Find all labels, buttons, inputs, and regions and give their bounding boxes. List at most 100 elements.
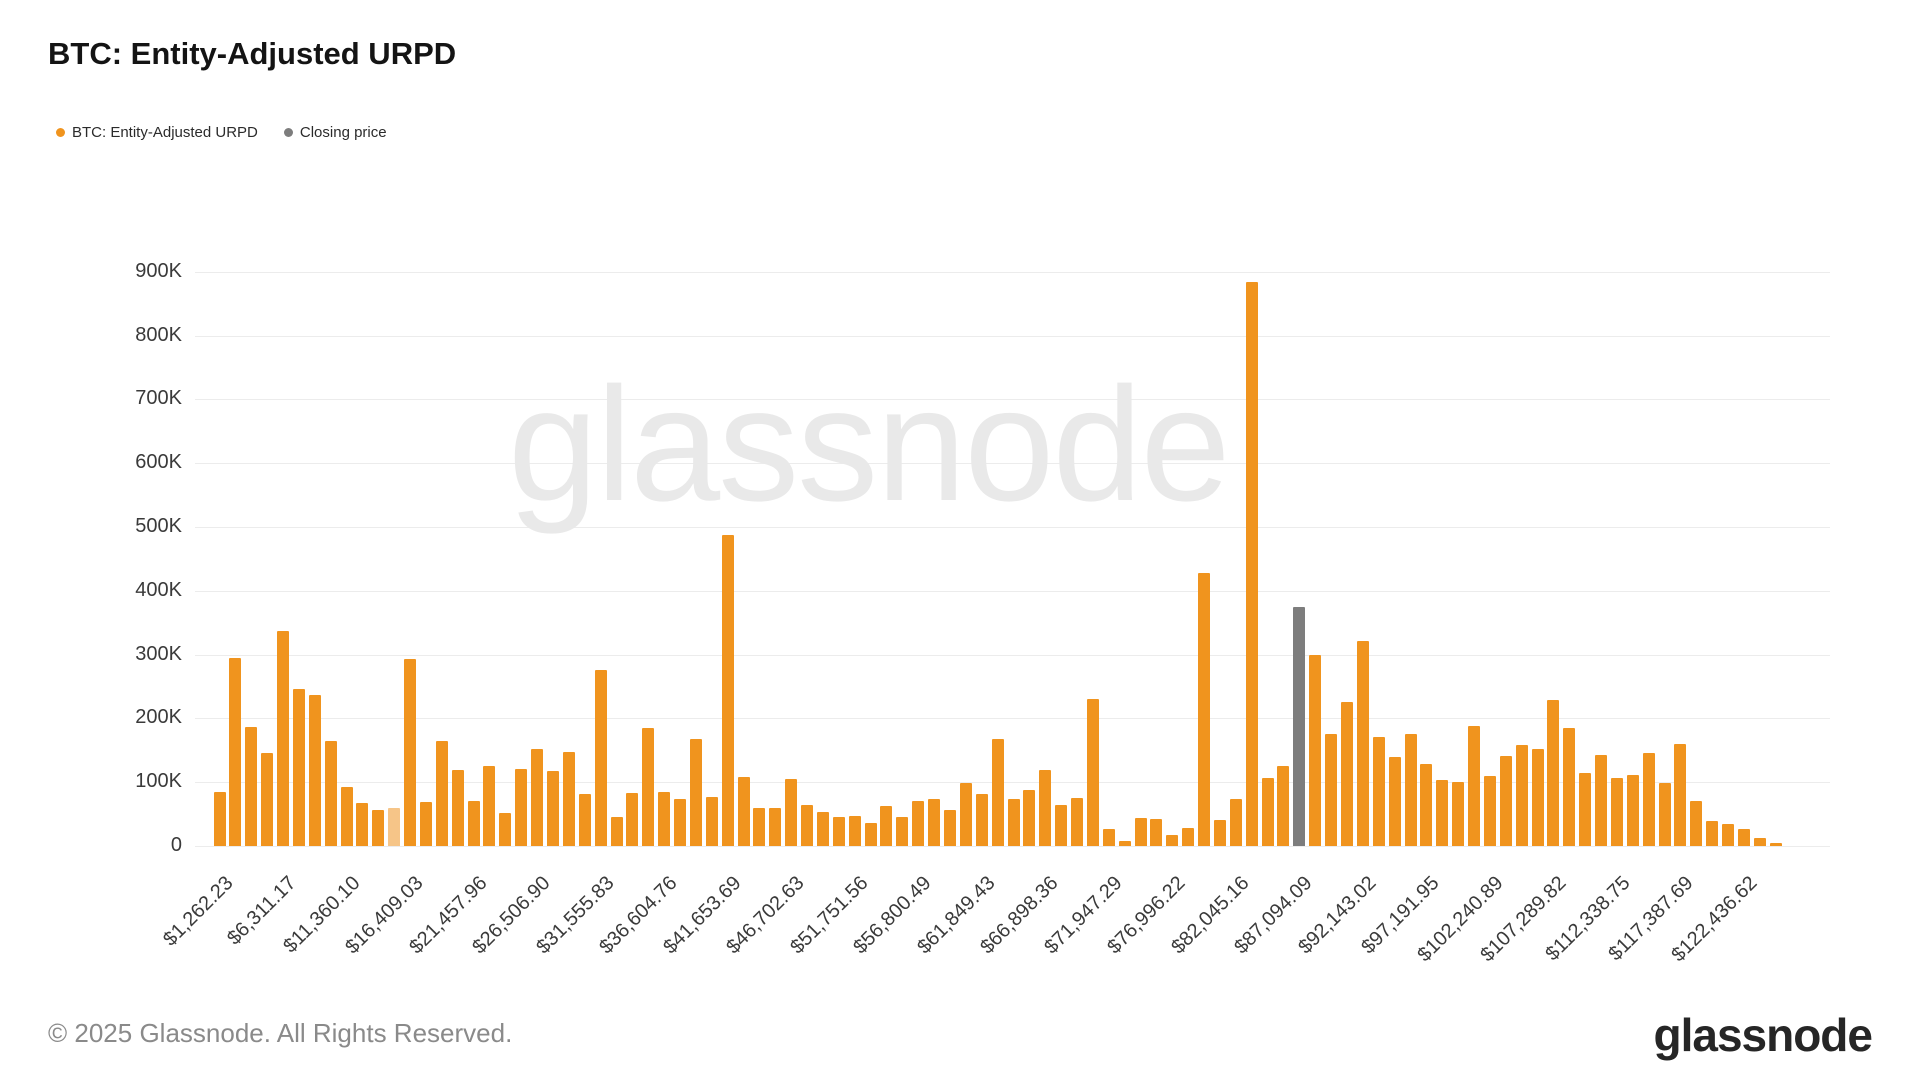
urpd-bar[interactable] — [1356, 641, 1369, 846]
urpd-bar[interactable] — [292, 689, 305, 846]
urpd-bar[interactable] — [435, 741, 448, 846]
urpd-bar[interactable] — [562, 752, 575, 846]
urpd-bar[interactable] — [531, 749, 544, 846]
urpd-bar[interactable] — [499, 813, 512, 846]
urpd-bar[interactable] — [912, 801, 925, 846]
closing-price-bar[interactable] — [1293, 607, 1306, 846]
urpd-bar[interactable] — [1118, 841, 1131, 846]
urpd-bar[interactable] — [1102, 829, 1115, 846]
urpd-bar[interactable] — [848, 816, 861, 846]
urpd-bar[interactable] — [1468, 726, 1481, 846]
urpd-bar[interactable] — [1086, 699, 1099, 846]
urpd-bar[interactable] — [1499, 756, 1512, 846]
urpd-bar[interactable] — [959, 783, 972, 846]
urpd-bar[interactable] — [1150, 819, 1163, 846]
urpd-bar[interactable] — [816, 812, 829, 846]
urpd-bar[interactable] — [975, 794, 988, 846]
urpd-bar[interactable] — [1658, 783, 1671, 846]
urpd-bar[interactable] — [1579, 773, 1592, 846]
urpd-bar[interactable] — [245, 727, 258, 846]
urpd-bar[interactable] — [578, 794, 591, 846]
urpd-bar[interactable] — [1737, 829, 1750, 846]
urpd-bar[interactable] — [991, 739, 1004, 846]
urpd-bar[interactable] — [801, 805, 814, 846]
urpd-bar[interactable] — [1769, 843, 1782, 846]
urpd-bar[interactable] — [1531, 749, 1544, 846]
urpd-bar[interactable] — [1340, 702, 1353, 846]
urpd-bar[interactable] — [689, 739, 702, 846]
urpd-bar[interactable] — [721, 535, 734, 846]
urpd-bar[interactable] — [880, 806, 893, 846]
urpd-bar[interactable] — [404, 659, 417, 846]
urpd-bar[interactable] — [896, 817, 909, 846]
urpd-bar[interactable] — [943, 810, 956, 846]
urpd-bar[interactable] — [229, 658, 242, 846]
urpd-bar[interactable] — [1595, 755, 1608, 846]
urpd-bar[interactable] — [1610, 778, 1623, 846]
urpd-bar[interactable] — [372, 810, 385, 846]
urpd-bar[interactable] — [1483, 776, 1496, 846]
legend-item-closing-price[interactable]: Closing price — [283, 124, 387, 141]
urpd-bar[interactable] — [467, 801, 480, 846]
urpd-bar[interactable] — [1213, 820, 1226, 846]
urpd-bar[interactable] — [1182, 828, 1195, 846]
urpd-bar[interactable] — [1309, 655, 1322, 846]
urpd-bar[interactable] — [769, 808, 782, 846]
urpd-bar[interactable] — [1753, 838, 1766, 846]
urpd-bar[interactable] — [483, 766, 496, 846]
urpd-bar[interactable] — [1229, 799, 1242, 846]
urpd-bar[interactable] — [1706, 821, 1719, 846]
urpd-bar[interactable] — [610, 817, 623, 846]
urpd-bar[interactable] — [340, 787, 353, 846]
urpd-bar[interactable] — [1039, 770, 1052, 846]
urpd-bar[interactable] — [642, 728, 655, 846]
urpd-bar[interactable] — [1055, 805, 1068, 846]
urpd-bar[interactable] — [1277, 766, 1290, 846]
urpd-bar[interactable] — [324, 741, 337, 846]
urpd-bar[interactable] — [785, 779, 798, 846]
urpd-bar[interactable] — [515, 769, 528, 846]
urpd-bar[interactable] — [213, 792, 226, 846]
urpd-bar-highlighted[interactable] — [388, 808, 401, 846]
urpd-bar[interactable] — [1722, 824, 1735, 846]
urpd-bar[interactable] — [451, 770, 464, 846]
urpd-bar[interactable] — [832, 817, 845, 846]
urpd-bar[interactable] — [277, 631, 290, 846]
urpd-bar[interactable] — [1372, 737, 1385, 846]
urpd-bar[interactable] — [1198, 573, 1211, 846]
urpd-bar[interactable] — [419, 802, 432, 846]
urpd-bar[interactable] — [928, 799, 941, 846]
urpd-bar[interactable] — [1134, 818, 1147, 846]
urpd-bar[interactable] — [737, 777, 750, 846]
urpd-bar[interactable] — [594, 670, 607, 846]
urpd-bar[interactable] — [864, 823, 877, 846]
urpd-bar[interactable] — [1245, 282, 1258, 846]
urpd-bar[interactable] — [1261, 778, 1274, 846]
urpd-bar[interactable] — [658, 792, 671, 846]
urpd-bar[interactable] — [1626, 775, 1639, 846]
urpd-bar[interactable] — [546, 771, 559, 846]
urpd-bar[interactable] — [1690, 801, 1703, 846]
urpd-bar[interactable] — [1420, 764, 1433, 846]
urpd-bar[interactable] — [1547, 700, 1560, 846]
urpd-bar[interactable] — [1515, 745, 1528, 846]
urpd-bar[interactable] — [308, 695, 321, 846]
urpd-bar[interactable] — [753, 808, 766, 846]
urpd-bar[interactable] — [1166, 835, 1179, 846]
urpd-bar[interactable] — [1007, 799, 1020, 846]
urpd-bar[interactable] — [674, 799, 687, 846]
legend-item-urpd[interactable]: BTC: Entity-Adjusted URPD — [56, 124, 258, 141]
urpd-bar[interactable] — [1642, 753, 1655, 846]
urpd-bar[interactable] — [1452, 782, 1465, 846]
urpd-bar[interactable] — [705, 797, 718, 846]
urpd-bar[interactable] — [1404, 734, 1417, 846]
urpd-bar[interactable] — [626, 793, 639, 846]
urpd-bar[interactable] — [1325, 734, 1338, 846]
urpd-bar[interactable] — [1071, 798, 1084, 846]
urpd-bar[interactable] — [1674, 744, 1687, 846]
urpd-bar[interactable] — [261, 753, 274, 846]
urpd-bar[interactable] — [1388, 757, 1401, 846]
urpd-bar[interactable] — [1563, 728, 1576, 846]
urpd-bar[interactable] — [1436, 780, 1449, 846]
urpd-bar[interactable] — [356, 803, 369, 846]
